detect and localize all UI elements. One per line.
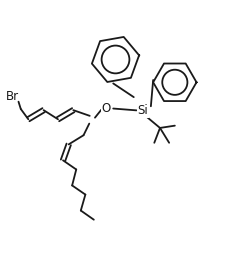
Text: Br: Br — [6, 90, 19, 103]
Text: O: O — [102, 102, 111, 115]
Text: Si: Si — [137, 104, 148, 117]
